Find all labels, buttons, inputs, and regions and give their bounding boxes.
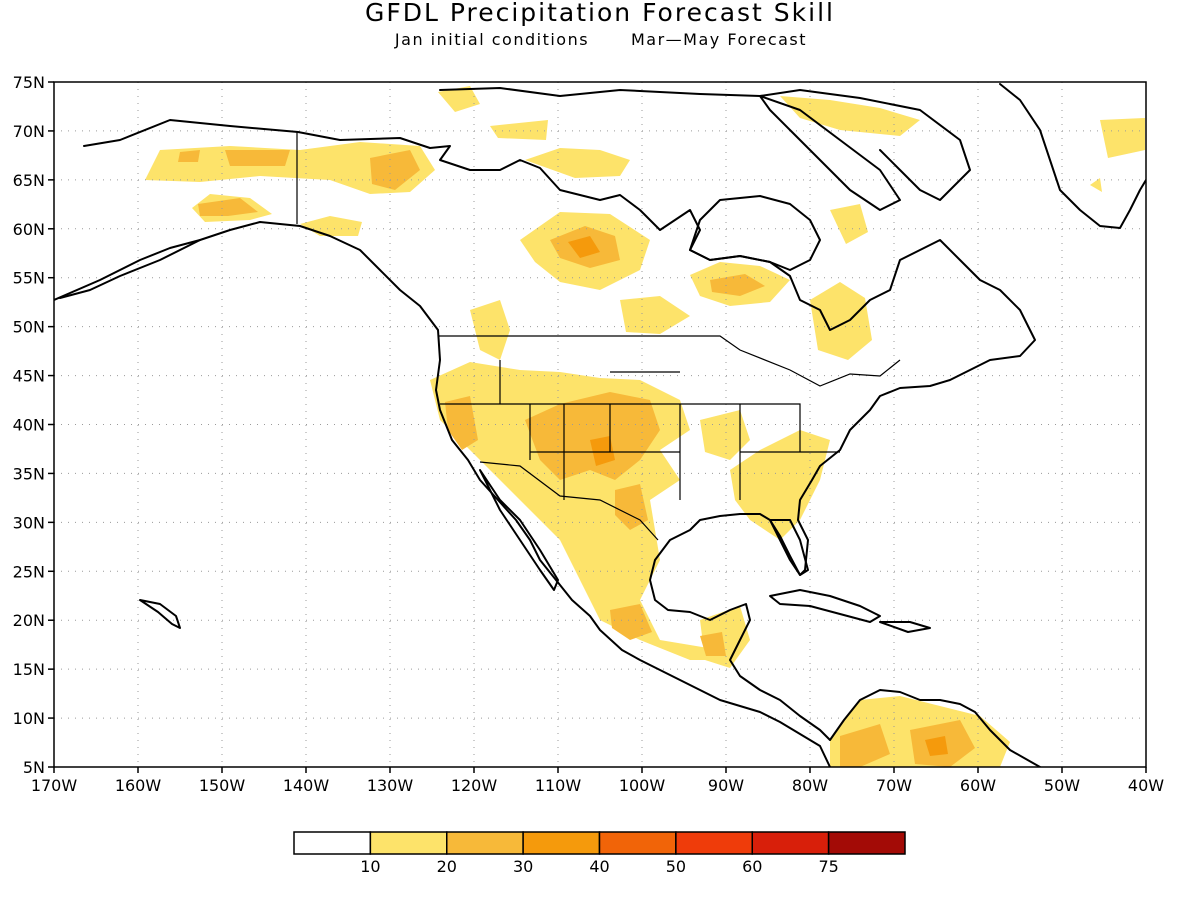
colorbar-label: 50 (666, 857, 686, 876)
map-frame (53, 81, 1147, 768)
subtitle-initial-conditions: Jan initial conditions (394, 30, 589, 49)
coastline-arctic-islands (439, 87, 971, 201)
lon-tick-label: 90W (708, 776, 744, 795)
lon-tick-label: 130W (367, 776, 414, 795)
coastline-north-america-west (83, 119, 1041, 767)
lat-tick-label: 15N (13, 660, 45, 679)
skill-area-arctic-islands-west (438, 86, 480, 112)
coastline-florida (769, 519, 809, 576)
skill-area-midwest (700, 410, 750, 460)
skill-area-greenland-east (1100, 118, 1145, 158)
coastline-hispaniola (879, 621, 931, 633)
skill-core-texas (615, 484, 648, 530)
skill-core-rockies (525, 392, 660, 480)
coastline-hawaii (139, 599, 181, 629)
lat-tick-label: 50N (13, 318, 45, 337)
lat-tick-label: 10N (13, 709, 45, 728)
skill-area-ontario (620, 296, 690, 334)
colorbar-bin (293, 831, 372, 855)
border-us-states (440, 360, 840, 500)
colorbar-bin (751, 831, 830, 855)
lat-tick-label: 40N (13, 416, 45, 435)
lat-tick-label: 35N (13, 464, 45, 483)
coastline-cuba (769, 589, 881, 623)
lat-tick-label: 65N (13, 171, 45, 190)
colorbar-bin (598, 831, 677, 855)
border-us-canada (438, 335, 901, 387)
skill-core-guatemala (700, 632, 726, 656)
skill-core-california (445, 396, 478, 450)
border-us-mexico (479, 461, 659, 541)
colorbar-bin (522, 831, 601, 855)
colorbar-bin (675, 831, 753, 855)
colorbar-label: 30 (513, 857, 533, 876)
skill-core-hudson (710, 274, 765, 296)
colorbar-label: 75 (818, 857, 838, 876)
coastline-hudson-bay (689, 195, 821, 271)
lon-tick-label: 140W (283, 776, 330, 795)
coastlines (54, 83, 1146, 767)
political-boundaries (296, 132, 901, 541)
skill-area-southeast (730, 430, 830, 540)
skill-area-quebec (810, 282, 872, 360)
colorbar-label: 60 (742, 857, 762, 876)
longitude-axis: 170W 160W 150W 140W 130W 120W 110W 100W 90W 80W 70… (31, 776, 1164, 795)
skill-area-greenland-south (1090, 178, 1102, 192)
lon-tick-label: 60W (960, 776, 996, 795)
coastline-alaska-peninsula (59, 239, 201, 299)
lon-tick-label: 100W (619, 776, 666, 795)
colorbar: 10 20 30 40 50 60 75 (293, 831, 906, 876)
skill-core-south-america-west (840, 724, 890, 767)
lon-tick-label: 40W (1128, 776, 1164, 795)
colorbar-bin (369, 831, 448, 855)
skill-shading (145, 86, 1145, 767)
map-title: GFDL Precipitation Forecast Skill (365, 0, 835, 27)
colorbar-label: 20 (437, 857, 457, 876)
colorbar-label: 40 (589, 857, 609, 876)
skill-peak-south-america (925, 736, 948, 756)
lon-tick-label: 50W (1044, 776, 1080, 795)
colorbar-bin (827, 831, 906, 855)
skill-core-alaska-central (225, 150, 290, 166)
lat-tick-label: 5N (23, 758, 45, 777)
skill-area-western-us (430, 362, 740, 660)
graticule (48, 81, 1147, 773)
lon-tick-label: 70W (876, 776, 912, 795)
lat-tick-label: 75N (13, 73, 45, 92)
map-panel (48, 81, 1147, 773)
lon-tick-label: 170W (31, 776, 78, 795)
skill-area-pacific-nw (470, 300, 510, 360)
coastline-baffin-island (759, 95, 901, 211)
lon-tick-label: 160W (115, 776, 162, 795)
lat-tick-label: 25N (13, 562, 45, 581)
latitude-axis: 75N 70N 65N 60N 55N 50N 45N 40N 35N 30N 25N 20N 15N 1… (13, 73, 45, 777)
lat-tick-label: 30N (13, 513, 45, 532)
skill-area-alaska-north (145, 142, 435, 194)
subtitle-forecast-period: Mar—May Forecast (631, 30, 807, 49)
lat-tick-label: 45N (13, 367, 45, 386)
skill-peak-rockies (590, 436, 615, 466)
coastline-greenland (999, 83, 1146, 229)
skill-core-alaska-north (178, 150, 200, 162)
lat-tick-label: 70N (13, 122, 45, 141)
coastline-baja (479, 469, 559, 591)
lat-tick-label: 20N (13, 611, 45, 630)
skill-area-labrador (830, 204, 868, 244)
lat-tick-label: 60N (13, 220, 45, 239)
skill-core-yukon (370, 150, 420, 190)
lon-tick-label: 80W (792, 776, 828, 795)
colorbar-label: 10 (360, 857, 380, 876)
skill-core-alaska-south (198, 198, 258, 216)
skill-core-mexico (610, 604, 652, 640)
skill-area-arctic-islands-central (490, 120, 548, 140)
skill-peak-canada (568, 236, 600, 258)
lon-tick-label: 150W (199, 776, 246, 795)
lon-tick-label: 110W (535, 776, 582, 795)
lat-tick-label: 55N (13, 269, 45, 288)
lon-tick-label: 120W (451, 776, 498, 795)
skill-area-canada-north (525, 148, 630, 178)
skill-area-baffin (780, 96, 920, 136)
colorbar-bin (446, 831, 524, 855)
